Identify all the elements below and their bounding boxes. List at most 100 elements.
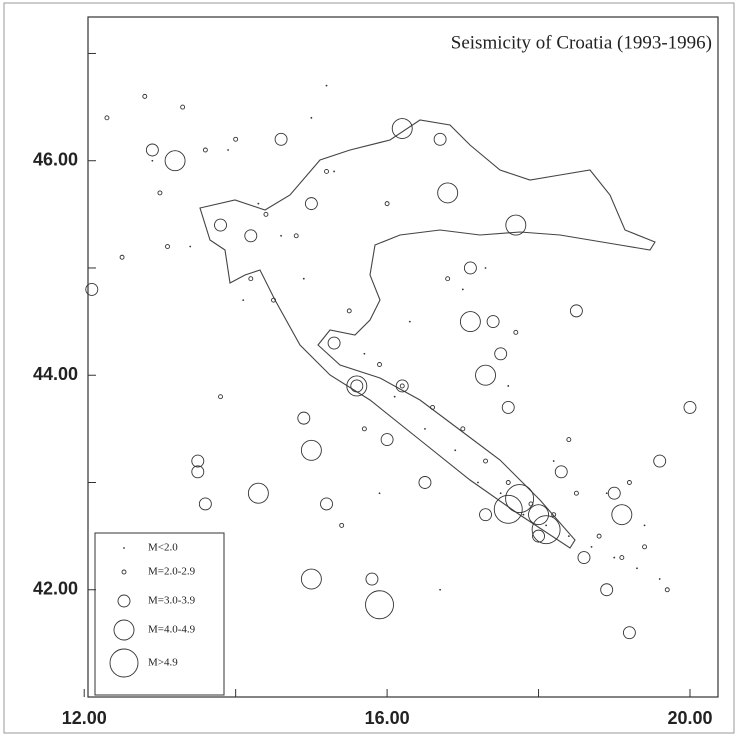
event-marker	[532, 529, 545, 543]
event-marker	[104, 115, 110, 121]
event-marker	[418, 476, 432, 489]
event-marker	[613, 556, 616, 559]
x-tick-label: 20.00	[667, 708, 712, 728]
event-marker	[551, 512, 557, 518]
event-marker	[494, 347, 508, 361]
legend-label: M=3.0-3.9	[148, 595, 196, 607]
outer-frame	[3, 2, 735, 734]
legend-marker	[109, 648, 139, 678]
legend-box	[94, 532, 225, 696]
event-marker	[505, 484, 535, 514]
legend-label: M=2.0-2.9	[148, 566, 196, 578]
event-marker	[507, 385, 510, 387]
event-marker	[545, 524, 548, 527]
event-marker	[365, 590, 394, 620]
event-marker	[151, 159, 154, 162]
event-marker	[142, 93, 148, 99]
event-marker	[569, 304, 583, 318]
event-marker	[280, 234, 282, 237]
event-marker	[573, 490, 579, 496]
event-marker	[384, 201, 390, 207]
event-marker	[393, 395, 396, 398]
legend-label: M>4.9	[148, 657, 178, 669]
event-marker	[391, 118, 413, 139]
event-marker	[501, 400, 515, 414]
event-marker	[433, 132, 447, 146]
event-marker	[320, 497, 333, 511]
event-marker	[658, 578, 661, 580]
plot-frame	[87, 16, 719, 698]
y-tick-label: 46.00	[33, 149, 78, 169]
event-marker	[380, 433, 394, 447]
legend-marker	[117, 594, 131, 608]
event-marker	[626, 480, 632, 485]
event-marker	[479, 508, 492, 522]
event-marker	[189, 245, 192, 248]
legend-label: M=4.0-4.9	[148, 624, 196, 636]
event-marker	[233, 136, 239, 142]
event-marker	[461, 288, 464, 291]
event-marker	[333, 170, 335, 173]
event-marker	[297, 411, 311, 425]
event-marker	[566, 437, 572, 443]
event-marker	[430, 404, 435, 410]
event-marker	[191, 454, 205, 468]
event-marker	[486, 315, 500, 329]
event-marker	[590, 545, 593, 548]
event-marker	[642, 544, 648, 550]
event-marker	[339, 522, 345, 528]
event-marker	[247, 482, 269, 504]
event-marker	[605, 492, 608, 495]
event-marker	[505, 480, 511, 485]
event-marker	[165, 244, 170, 249]
event-marker	[198, 497, 212, 511]
event-marker	[324, 168, 329, 174]
event-marker	[437, 182, 459, 204]
event-marker	[505, 214, 527, 236]
event-marker	[554, 465, 568, 479]
event-marker	[424, 427, 426, 430]
event-marker	[257, 202, 260, 205]
event-marker	[242, 299, 245, 302]
x-tick-label: 12.00	[62, 708, 107, 728]
event-marker	[274, 132, 288, 146]
event-marker	[300, 568, 322, 590]
x-tick-label: 16.00	[365, 708, 410, 728]
event-marker	[683, 400, 697, 414]
event-marker	[454, 449, 457, 452]
event-marker	[528, 504, 549, 526]
event-marker	[293, 233, 299, 239]
y-tick-label: 44.00	[33, 364, 78, 384]
event-marker	[191, 465, 205, 479]
event-marker	[227, 149, 229, 151]
event-marker	[484, 267, 487, 269]
event-marker	[477, 481, 479, 484]
event-marker	[302, 277, 305, 280]
event-marker	[304, 197, 318, 211]
event-marker	[619, 555, 625, 561]
event-marker	[408, 320, 411, 323]
event-marker	[653, 454, 667, 468]
event-marker	[622, 626, 636, 640]
event-marker	[180, 104, 186, 110]
event-marker	[85, 282, 99, 296]
event-marker	[327, 336, 341, 350]
event-marker	[499, 492, 502, 495]
event-marker	[350, 379, 364, 393]
event-marker	[361, 426, 367, 432]
event-marker	[310, 116, 313, 119]
event-marker	[214, 218, 227, 232]
event-marker	[263, 211, 269, 217]
event-marker	[531, 515, 561, 545]
event-marker	[395, 379, 409, 393]
event-marker	[607, 486, 621, 500]
event-marker	[346, 375, 368, 397]
event-marker	[365, 572, 379, 586]
event-marker	[460, 426, 466, 432]
event-marker	[218, 394, 223, 400]
legend-marker	[123, 547, 125, 549]
event-marker	[577, 551, 591, 565]
legend-label: M<2.0	[148, 542, 178, 554]
y-tick-label: 42.00	[33, 578, 78, 598]
